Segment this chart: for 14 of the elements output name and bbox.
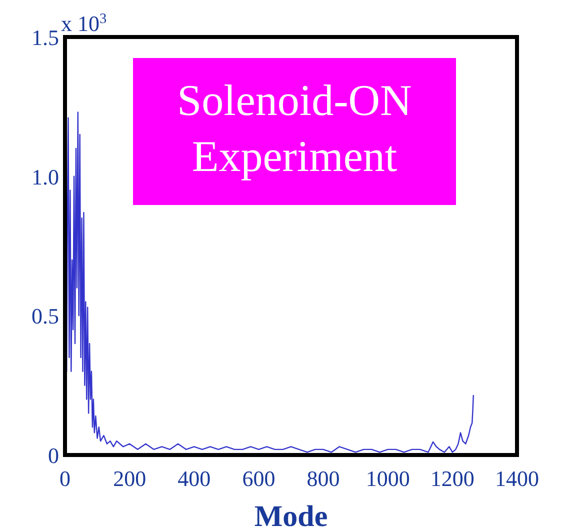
y-tick-label: 0 (48, 443, 59, 468)
x-tick-label: 200 (113, 466, 146, 491)
y-axis-title: x 10$^{3}$ (61, 11, 107, 36)
x-tick-label: 1400 (495, 466, 539, 491)
x-tick-label: 1200 (430, 466, 474, 491)
x-tick-label: 1000 (366, 466, 410, 491)
y-tick-label: 0.5 (32, 304, 59, 329)
y-tick-label: 1.5 (32, 25, 59, 50)
x-tick-label: 600 (242, 466, 276, 491)
x-tick-label: 400 (178, 466, 211, 491)
x-tick-label: 800 (306, 466, 340, 491)
annotation: Solenoid-ON Experiment (177, 76, 412, 181)
x-axis-title: Mode (254, 500, 328, 530)
y-tick-label: 1.0 (32, 164, 59, 190)
